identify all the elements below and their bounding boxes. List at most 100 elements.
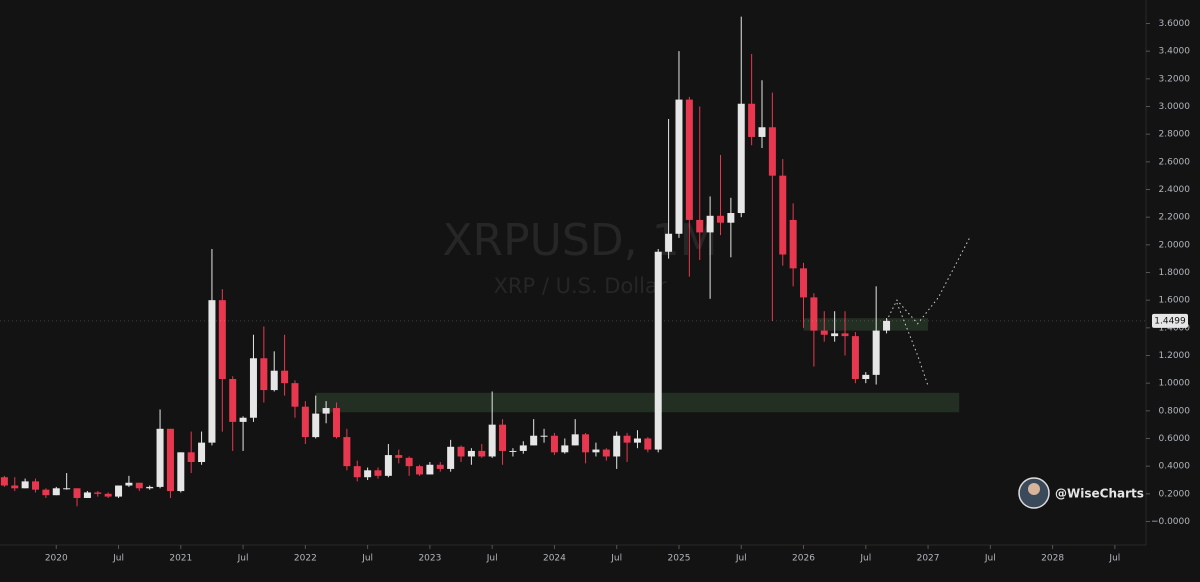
- candle-body: [229, 379, 237, 422]
- x-tick-label: Jul: [112, 554, 124, 564]
- y-tick-label: 1.0000: [1159, 379, 1191, 389]
- candle-body: [63, 488, 71, 490]
- candle-body: [571, 434, 579, 446]
- candle-body: [166, 428, 174, 492]
- candle-body: [32, 481, 40, 490]
- candle-body: [353, 466, 361, 478]
- y-tick-label: 3.0000: [1159, 102, 1191, 112]
- candle-body: [478, 450, 486, 457]
- candle-body: [239, 417, 247, 422]
- candle-body: [467, 450, 475, 457]
- last-price-label: 1.4499: [1154, 316, 1186, 326]
- x-tick-label: 2024: [543, 554, 566, 564]
- x-tick-label: Jul: [610, 554, 622, 564]
- candle-body: [135, 482, 143, 489]
- x-tick-label: 2027: [917, 554, 940, 564]
- candle-body: [457, 446, 465, 457]
- candle-body: [727, 213, 735, 223]
- y-tick-label: 0.4000: [1159, 462, 1191, 472]
- x-tick-label: Jul: [237, 554, 249, 564]
- candle-body: [384, 455, 392, 476]
- x-tick-label: 2022: [294, 554, 317, 564]
- candle-body: [488, 424, 496, 457]
- x-tick-label: Jul: [1108, 554, 1120, 564]
- candle-body: [218, 300, 226, 380]
- candle-body: [810, 297, 818, 331]
- x-tick-label: 2025: [668, 554, 691, 564]
- x-tick-label: Jul: [361, 554, 373, 564]
- candle-body: [83, 492, 91, 498]
- plot-area: [0, 16, 1146, 507]
- candle-body: [768, 127, 776, 176]
- candle-body: [416, 466, 424, 475]
- candle-body: [374, 470, 382, 476]
- candle-body: [125, 482, 133, 486]
- candle-body: [52, 488, 60, 496]
- y-tick-label: 0.8000: [1159, 406, 1191, 416]
- candle-body: [301, 406, 309, 438]
- x-tick-label: 2028: [1041, 554, 1064, 564]
- candle-body: [343, 437, 351, 467]
- x-tick-label: 2026: [792, 554, 815, 564]
- y-tick-label: 2.2000: [1159, 213, 1191, 223]
- candle-body: [270, 370, 278, 391]
- author-badge: @WiseCharts: [1018, 477, 1144, 509]
- candle-body: [509, 450, 517, 452]
- candle-body: [519, 445, 527, 451]
- candle-body: [789, 219, 797, 269]
- candle-body: [405, 457, 413, 467]
- candle-body: [665, 233, 673, 252]
- projection-line: [896, 302, 929, 387]
- candle-body: [851, 336, 859, 380]
- candle-body: [94, 492, 102, 494]
- candle-body: [177, 452, 185, 492]
- candle-body: [820, 330, 828, 335]
- candle-body: [208, 300, 216, 443]
- candle-body: [841, 333, 849, 337]
- candle-body: [696, 219, 704, 233]
- candle-body: [291, 383, 299, 407]
- candle-body: [281, 370, 289, 384]
- candle-body: [758, 127, 766, 137]
- candle-body: [654, 251, 662, 450]
- candle-body: [675, 99, 683, 234]
- zone: [315, 392, 960, 413]
- candle-body: [748, 103, 756, 137]
- y-tick-label: 3.2000: [1159, 74, 1191, 84]
- y-tick-label: −0.0000: [1151, 517, 1190, 527]
- candle-body: [737, 103, 745, 214]
- candle-body: [592, 449, 600, 453]
- candle-body: [332, 408, 340, 438]
- watermark-subtitle: XRP / U.S. Dollar: [494, 274, 667, 298]
- candle-body: [883, 320, 891, 331]
- x-tick-label: Jul: [859, 554, 871, 564]
- candle-body: [602, 449, 610, 457]
- candle-body: [550, 435, 558, 453]
- candle-body: [633, 438, 641, 443]
- candle-body: [779, 175, 787, 255]
- candle-body: [187, 452, 195, 463]
- candle-body: [21, 481, 29, 489]
- candle-body: [613, 435, 621, 457]
- y-tick-label: 1.8000: [1159, 268, 1191, 278]
- candle-body: [198, 442, 206, 463]
- y-tick-label: 0.6000: [1159, 434, 1191, 444]
- candle-body: [831, 333, 839, 337]
- candle-body: [582, 434, 590, 453]
- y-tick-label: 2.4000: [1159, 185, 1191, 195]
- candle-body: [436, 464, 444, 469]
- last-price-box: [1152, 313, 1188, 328]
- candle-body: [146, 486, 154, 489]
- candle-body: [800, 268, 808, 298]
- y-tick-label: 2.6000: [1159, 157, 1191, 167]
- candle-body: [73, 488, 81, 498]
- author-name: @WiseCharts: [1055, 487, 1144, 501]
- x-tick-label: Jul: [735, 554, 747, 564]
- candle-body: [364, 470, 372, 478]
- candle-body: [11, 485, 19, 489]
- candle-body: [706, 215, 714, 233]
- candle-body: [644, 438, 652, 450]
